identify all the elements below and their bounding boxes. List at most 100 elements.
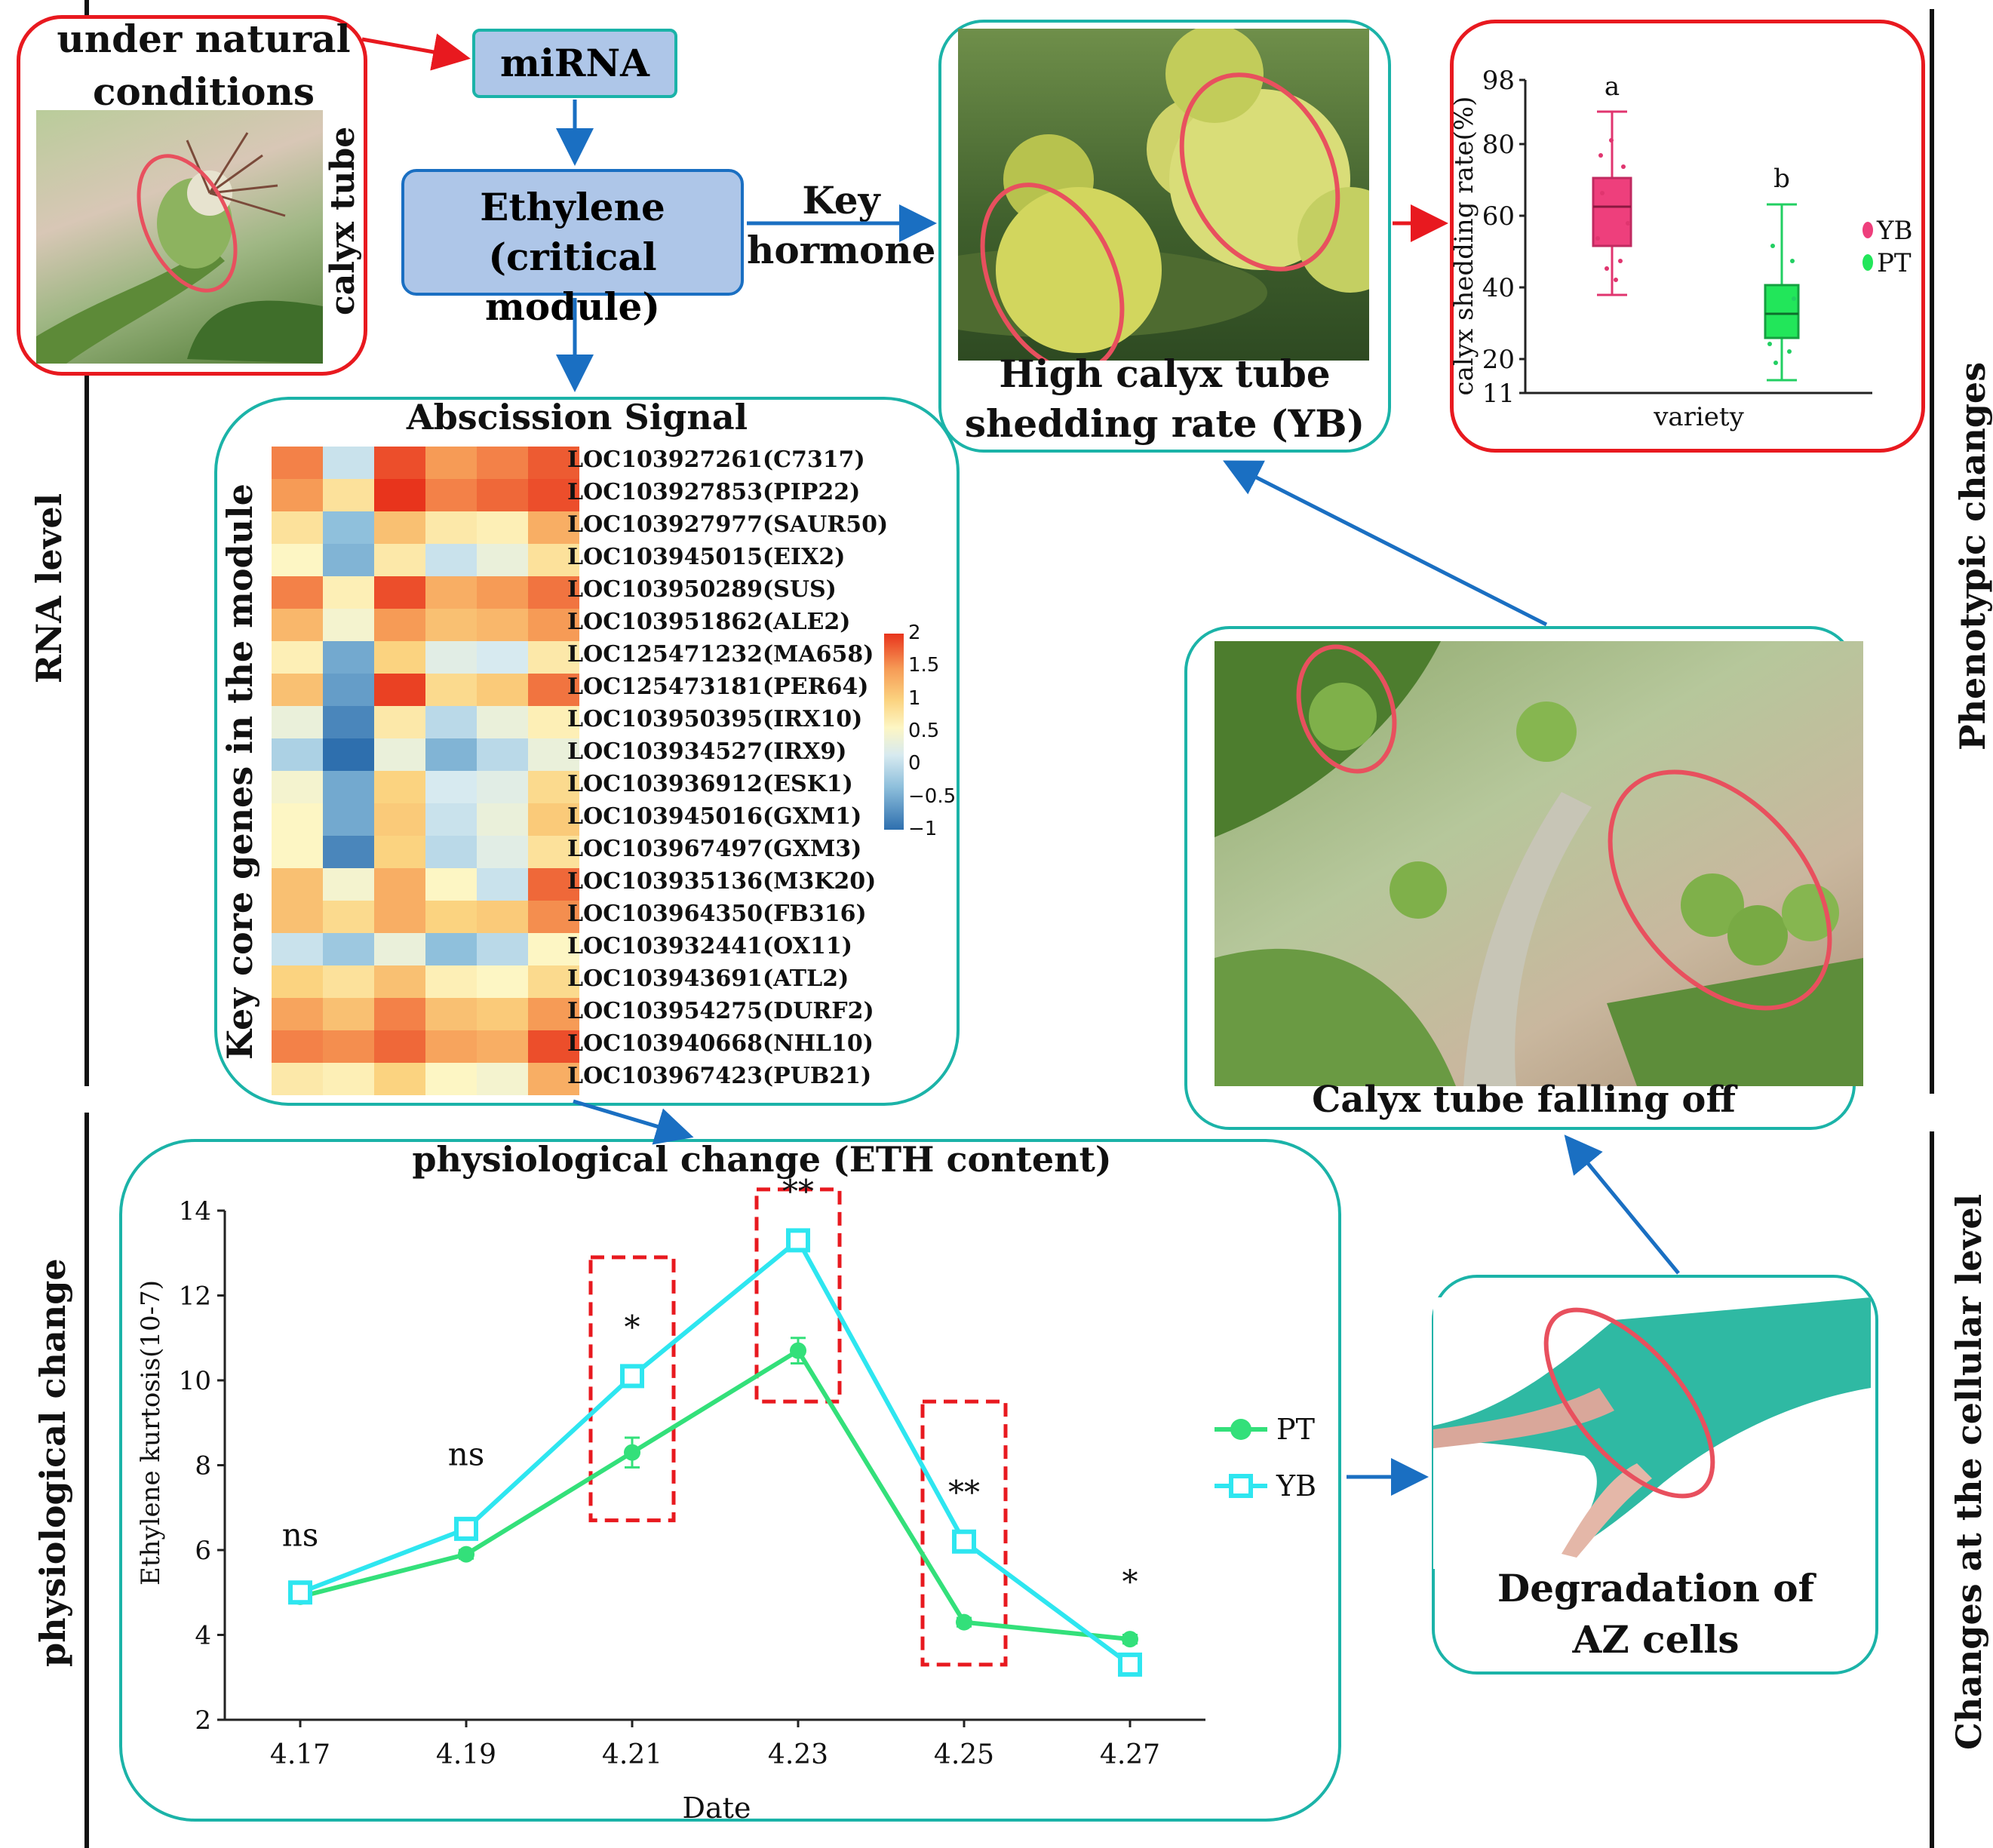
data-point-yb — [620, 1364, 644, 1389]
heatmap-cell — [425, 771, 478, 804]
heatmap-cell — [528, 901, 579, 934]
heatmap-cell — [272, 998, 324, 1031]
heatmap-cell — [272, 771, 324, 804]
arrow-az-to-falling — [1564, 1134, 1680, 1275]
line-chart-title: physiological change (ETH content) — [412, 1139, 1112, 1180]
x-tick-label: 4.27 — [1100, 1739, 1160, 1770]
heatmap-colorbar — [884, 634, 904, 830]
heatmap-cell — [477, 609, 529, 642]
heatmap-cell — [528, 1030, 579, 1064]
heatmap-cell — [272, 609, 324, 642]
significance-label: * — [625, 1309, 640, 1346]
fruit-caption-line1: High calyx tube — [999, 351, 1331, 396]
heatmap-cell — [272, 933, 324, 966]
heatmap-gene-label: LOC103943691(ATL2) — [567, 965, 849, 992]
boxplot-xlabel: variety — [1653, 402, 1744, 432]
data-point-pt — [624, 1444, 640, 1461]
heatmap-cell — [374, 1030, 426, 1064]
data-point-pt — [790, 1342, 806, 1359]
heatmap-cell — [477, 544, 529, 577]
significance-label: * — [1122, 1563, 1138, 1600]
legend-yb-label: YB — [1276, 1469, 1316, 1503]
heatmap-cell — [374, 901, 426, 934]
heatmap-gene-label: LOC103950395(IRX10) — [567, 706, 863, 732]
heatmap-cell — [477, 901, 529, 934]
natural-title-line1: under natural — [57, 17, 351, 61]
heatmap-cell — [425, 998, 478, 1031]
heatmap-cell — [425, 576, 478, 609]
heatmap-cell — [374, 576, 426, 609]
significance-label: ** — [782, 1177, 814, 1210]
heatmap-cell — [323, 771, 375, 804]
heatmap-gene-label: LOC125471232(MA658) — [567, 641, 874, 668]
colorbar-tick-label: 0 — [908, 752, 921, 775]
boxplot-yb: a — [1592, 72, 1632, 296]
heatmap-cell — [374, 738, 426, 772]
heatmap-cell — [425, 674, 478, 707]
line-chart-panel — [119, 1139, 1341, 1822]
heatmap-cell — [272, 1030, 324, 1064]
boxplot-ytick-98: 98 — [1482, 66, 1515, 96]
heatmap-cell — [528, 1063, 579, 1095]
heatmap-cell — [477, 1063, 529, 1095]
az-caption-line1: Degradation of — [1497, 1566, 1815, 1610]
fruit-photo — [958, 29, 1369, 361]
left-divider-bottom — [84, 1113, 89, 1848]
heatmap-cell — [425, 544, 478, 577]
heatmap-cell — [272, 674, 324, 707]
heatmap-gene-label: LOC103927261(C7317) — [567, 447, 865, 473]
heatmap-cell — [477, 576, 529, 609]
line-chart-legend: PT YB — [1215, 1413, 1316, 1503]
y-tick-label: 2 — [195, 1705, 211, 1736]
heatmap-cell — [323, 544, 375, 577]
falling-photo — [1215, 641, 1863, 1086]
heatmap-cell — [374, 447, 426, 480]
heatmap-cell — [477, 836, 529, 869]
series-line-pt — [299, 1347, 1131, 1642]
heatmap-cell — [528, 544, 579, 577]
boxplot-panel — [1450, 20, 1925, 453]
heatmap-cell — [425, 706, 478, 739]
y-tick-label: 8 — [195, 1451, 211, 1481]
heatmap-cell — [374, 544, 426, 577]
heatmap-cell — [323, 609, 375, 642]
heatmap-gene-label: LOC103935136(M3K20) — [567, 868, 877, 895]
data-point-pt — [458, 1546, 474, 1563]
y-tick-label: 14 — [179, 1196, 211, 1226]
mirna-label: miRNA — [500, 41, 649, 85]
heatmap-cell — [477, 511, 529, 545]
heatmap-cell — [323, 836, 375, 869]
heatmap-gene-label: LOC103964350(FB316) — [567, 901, 867, 927]
heatmap-colorbar-ticks: 2 1.5 1 0.5 0 −0.5 −1 — [908, 622, 976, 840]
legend-yb-marker — [1229, 1474, 1253, 1498]
heatmap-cell — [425, 511, 478, 545]
heatmap-cell — [272, 836, 324, 869]
physiological-change-label: physiological change — [32, 1258, 73, 1667]
data-point-yb — [1118, 1652, 1142, 1677]
heatmap-cell — [374, 803, 426, 837]
fruit-caption-line2: shedding rate (YB) — [964, 401, 1365, 446]
heatmap-cell — [323, 1030, 375, 1064]
heatmap-cell — [425, 447, 478, 480]
significance-box — [920, 1399, 1008, 1667]
ethylene-node: Ethylene (critical module) — [401, 169, 744, 329]
colorbar-tick-label: 2 — [908, 622, 921, 644]
significance-box — [588, 1255, 676, 1523]
boxplot-legend-pt: PT — [1877, 248, 1912, 278]
y-tick-label: 6 — [195, 1536, 211, 1566]
heatmap-cell — [374, 511, 426, 545]
heatmap-gene-label: LOC103940668(NHL10) — [567, 1030, 874, 1057]
colorbar-tick-label: 1.5 — [908, 654, 940, 677]
heatmap-cell — [374, 479, 426, 512]
heatmap-gene-label: LOC103932441(OX11) — [567, 933, 852, 959]
x-tick-label: 4.17 — [270, 1739, 330, 1770]
heatmap-cell — [323, 479, 375, 512]
boxplot-letter-a: a — [1605, 72, 1620, 102]
heatmap-cell — [323, 706, 375, 739]
heatmap-cell — [425, 933, 478, 966]
heatmap-cell — [477, 706, 529, 739]
boxplot-ytick-60: 60 — [1482, 201, 1515, 232]
heatmap-cell — [477, 998, 529, 1031]
significance-label: ns — [448, 1436, 485, 1473]
heatmap-gene-label: LOC103967423(PUB21) — [567, 1063, 872, 1089]
